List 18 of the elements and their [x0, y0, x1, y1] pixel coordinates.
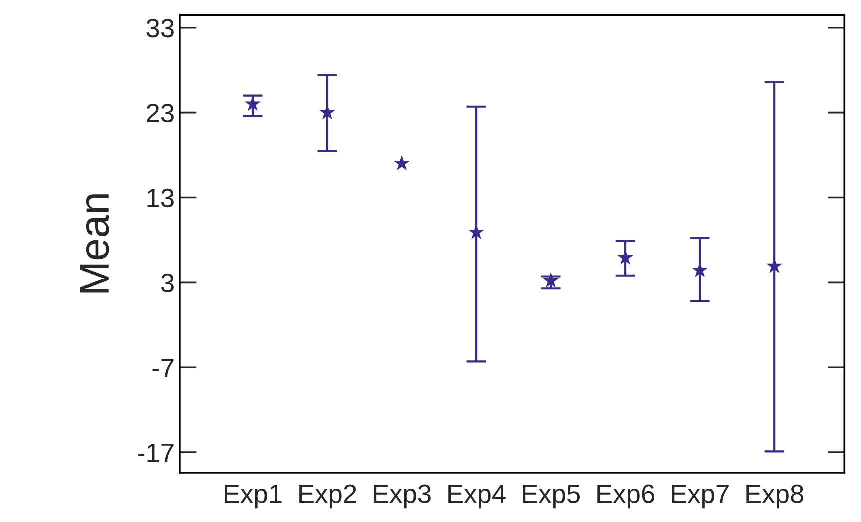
x-tick-label: Exp6 — [598, 484, 654, 509]
y-tick-label: 3 — [161, 274, 174, 292]
x-tick-label: Exp8 — [746, 484, 804, 509]
y-tick-label: -7 — [152, 359, 174, 378]
y-tick-label: 23 — [147, 104, 174, 123]
point — [766, 258, 783, 274]
x-tick-label: Exp1 — [225, 485, 282, 509]
y-tick-label: 13 — [148, 188, 174, 208]
x-tick-label: Exp3 — [374, 484, 431, 509]
y-tick-label: -17 — [138, 444, 174, 462]
y-axis-title: Mean — [80, 194, 110, 293]
x-tick-label: Exp7 — [672, 485, 729, 509]
point — [394, 155, 410, 171]
x-tick-label: Exp4 — [448, 485, 506, 509]
x-tick-label: Exp2 — [300, 484, 356, 509]
y-tick-label: 33 — [146, 19, 174, 38]
point — [542, 272, 560, 288]
x-tick-label: Exp5 — [523, 485, 580, 509]
